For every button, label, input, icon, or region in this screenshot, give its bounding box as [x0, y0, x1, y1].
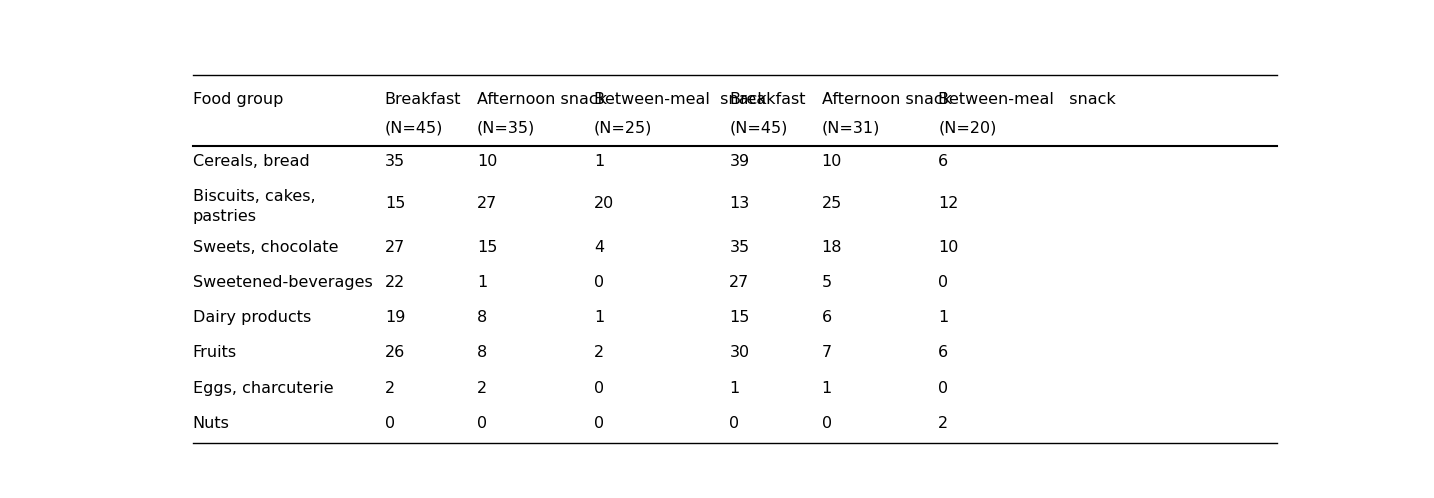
Text: Between-meal   snack: Between-meal snack: [938, 92, 1116, 108]
Text: 18: 18: [822, 240, 842, 254]
Text: Afternoon snack: Afternoon snack: [478, 92, 607, 108]
Text: 15: 15: [730, 310, 750, 325]
Text: 1: 1: [822, 380, 832, 395]
Text: 8: 8: [478, 346, 488, 361]
Text: Cereals, bread: Cereals, bread: [192, 154, 310, 169]
Text: 27: 27: [478, 196, 498, 211]
Text: (N=31): (N=31): [822, 121, 880, 135]
Text: pastries: pastries: [192, 209, 257, 224]
Text: Food group: Food group: [192, 92, 282, 108]
Text: (N=45): (N=45): [384, 121, 443, 135]
Text: 0: 0: [822, 416, 832, 431]
Text: Breakfast: Breakfast: [730, 92, 806, 108]
Text: 6: 6: [938, 346, 948, 361]
Text: 0: 0: [384, 416, 394, 431]
Text: Dairy products: Dairy products: [192, 310, 311, 325]
Text: 15: 15: [384, 196, 406, 211]
Text: 35: 35: [384, 154, 404, 169]
Text: 20: 20: [594, 196, 614, 211]
Text: Fruits: Fruits: [192, 346, 237, 361]
Text: 25: 25: [822, 196, 842, 211]
Text: Between-meal  snack: Between-meal snack: [594, 92, 766, 108]
Text: 2: 2: [594, 346, 604, 361]
Text: 1: 1: [478, 275, 488, 290]
Text: 39: 39: [730, 154, 750, 169]
Text: 0: 0: [938, 275, 948, 290]
Text: 7: 7: [822, 346, 832, 361]
Text: 1: 1: [594, 154, 604, 169]
Text: 35: 35: [730, 240, 750, 254]
Text: 0: 0: [594, 416, 604, 431]
Text: Afternoon snack: Afternoon snack: [822, 92, 952, 108]
Text: 2: 2: [384, 380, 394, 395]
Text: 0: 0: [478, 416, 488, 431]
Text: 12: 12: [938, 196, 959, 211]
Text: Sweets, chocolate: Sweets, chocolate: [192, 240, 338, 254]
Text: (N=25): (N=25): [594, 121, 652, 135]
Text: (N=45): (N=45): [730, 121, 787, 135]
Text: 22: 22: [384, 275, 404, 290]
Text: 19: 19: [384, 310, 406, 325]
Text: 0: 0: [938, 380, 948, 395]
Text: 8: 8: [478, 310, 488, 325]
Text: 26: 26: [384, 346, 404, 361]
Text: 0: 0: [730, 416, 740, 431]
Text: 2: 2: [478, 380, 488, 395]
Text: 0: 0: [594, 275, 604, 290]
Text: 1: 1: [594, 310, 604, 325]
Text: 10: 10: [938, 240, 959, 254]
Text: Breakfast: Breakfast: [384, 92, 462, 108]
Text: 6: 6: [822, 310, 832, 325]
Text: 6: 6: [938, 154, 948, 169]
Text: Biscuits, cakes,: Biscuits, cakes,: [192, 189, 315, 204]
Text: Sweetened-beverages: Sweetened-beverages: [192, 275, 373, 290]
Text: 1: 1: [730, 380, 740, 395]
Text: (N=35): (N=35): [478, 121, 535, 135]
Text: 1: 1: [938, 310, 948, 325]
Text: Eggs, charcuterie: Eggs, charcuterie: [192, 380, 333, 395]
Text: 27: 27: [730, 275, 750, 290]
Text: 27: 27: [384, 240, 404, 254]
Text: 13: 13: [730, 196, 750, 211]
Text: 0: 0: [594, 380, 604, 395]
Text: Nuts: Nuts: [192, 416, 229, 431]
Text: 2: 2: [938, 416, 948, 431]
Text: 5: 5: [822, 275, 832, 290]
Text: 10: 10: [478, 154, 498, 169]
Text: 30: 30: [730, 346, 750, 361]
Text: 4: 4: [594, 240, 604, 254]
Text: 10: 10: [822, 154, 842, 169]
Text: 15: 15: [478, 240, 498, 254]
Text: (N=20): (N=20): [938, 121, 997, 135]
